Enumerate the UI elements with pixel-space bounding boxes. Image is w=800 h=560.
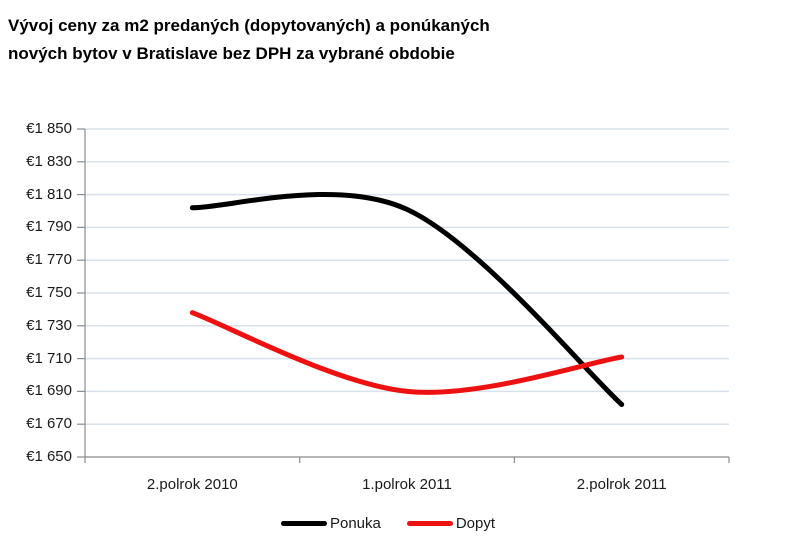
y-axis-label: €1 830 [26, 152, 72, 170]
chart-legend: Ponuka Dopyt [0, 515, 776, 532]
series-line-dopyt [189, 310, 625, 395]
y-axis-label: €1 750 [26, 284, 72, 301]
chart-title-line1: Vývoj ceny za m2 predaných (dopytovaných… [8, 16, 490, 35]
y-axis-label: €1 710 [26, 349, 72, 367]
x-axis-label: 1.polrok 2011 [362, 476, 452, 493]
y-axis-label: €1 770 [26, 251, 72, 269]
legend-label: Dopyt [455, 515, 496, 532]
legend-label: Ponuka [329, 515, 381, 532]
legend-line-icon [406, 521, 453, 526]
y-axis-label: €1 690 [26, 382, 72, 400]
y-axis-label: €1 790 [26, 218, 72, 236]
x-axis-label: 2.polrok 2010 [146, 476, 238, 493]
legend-item-dopyt: Dopyt [406, 515, 496, 532]
legend-line-icon [280, 521, 327, 526]
legend-item-ponuka: Ponuka [280, 515, 381, 532]
y-axis-label: €1 730 [26, 316, 72, 334]
y-axis-label: €1 670 [26, 415, 72, 433]
chart-title-line2: nových bytov v Bratislave bez DPH za vyb… [8, 44, 455, 63]
y-axis-label: €1 850 [26, 120, 72, 137]
y-axis-label: €1 810 [26, 185, 72, 203]
x-axis-label: 2.polrok 2011 [576, 476, 667, 493]
y-axis-label: €1 650 [26, 448, 72, 465]
series-line-ponuka [189, 192, 625, 407]
chart-title: Vývoj ceny za m2 predaných (dopytovaných… [8, 12, 490, 68]
